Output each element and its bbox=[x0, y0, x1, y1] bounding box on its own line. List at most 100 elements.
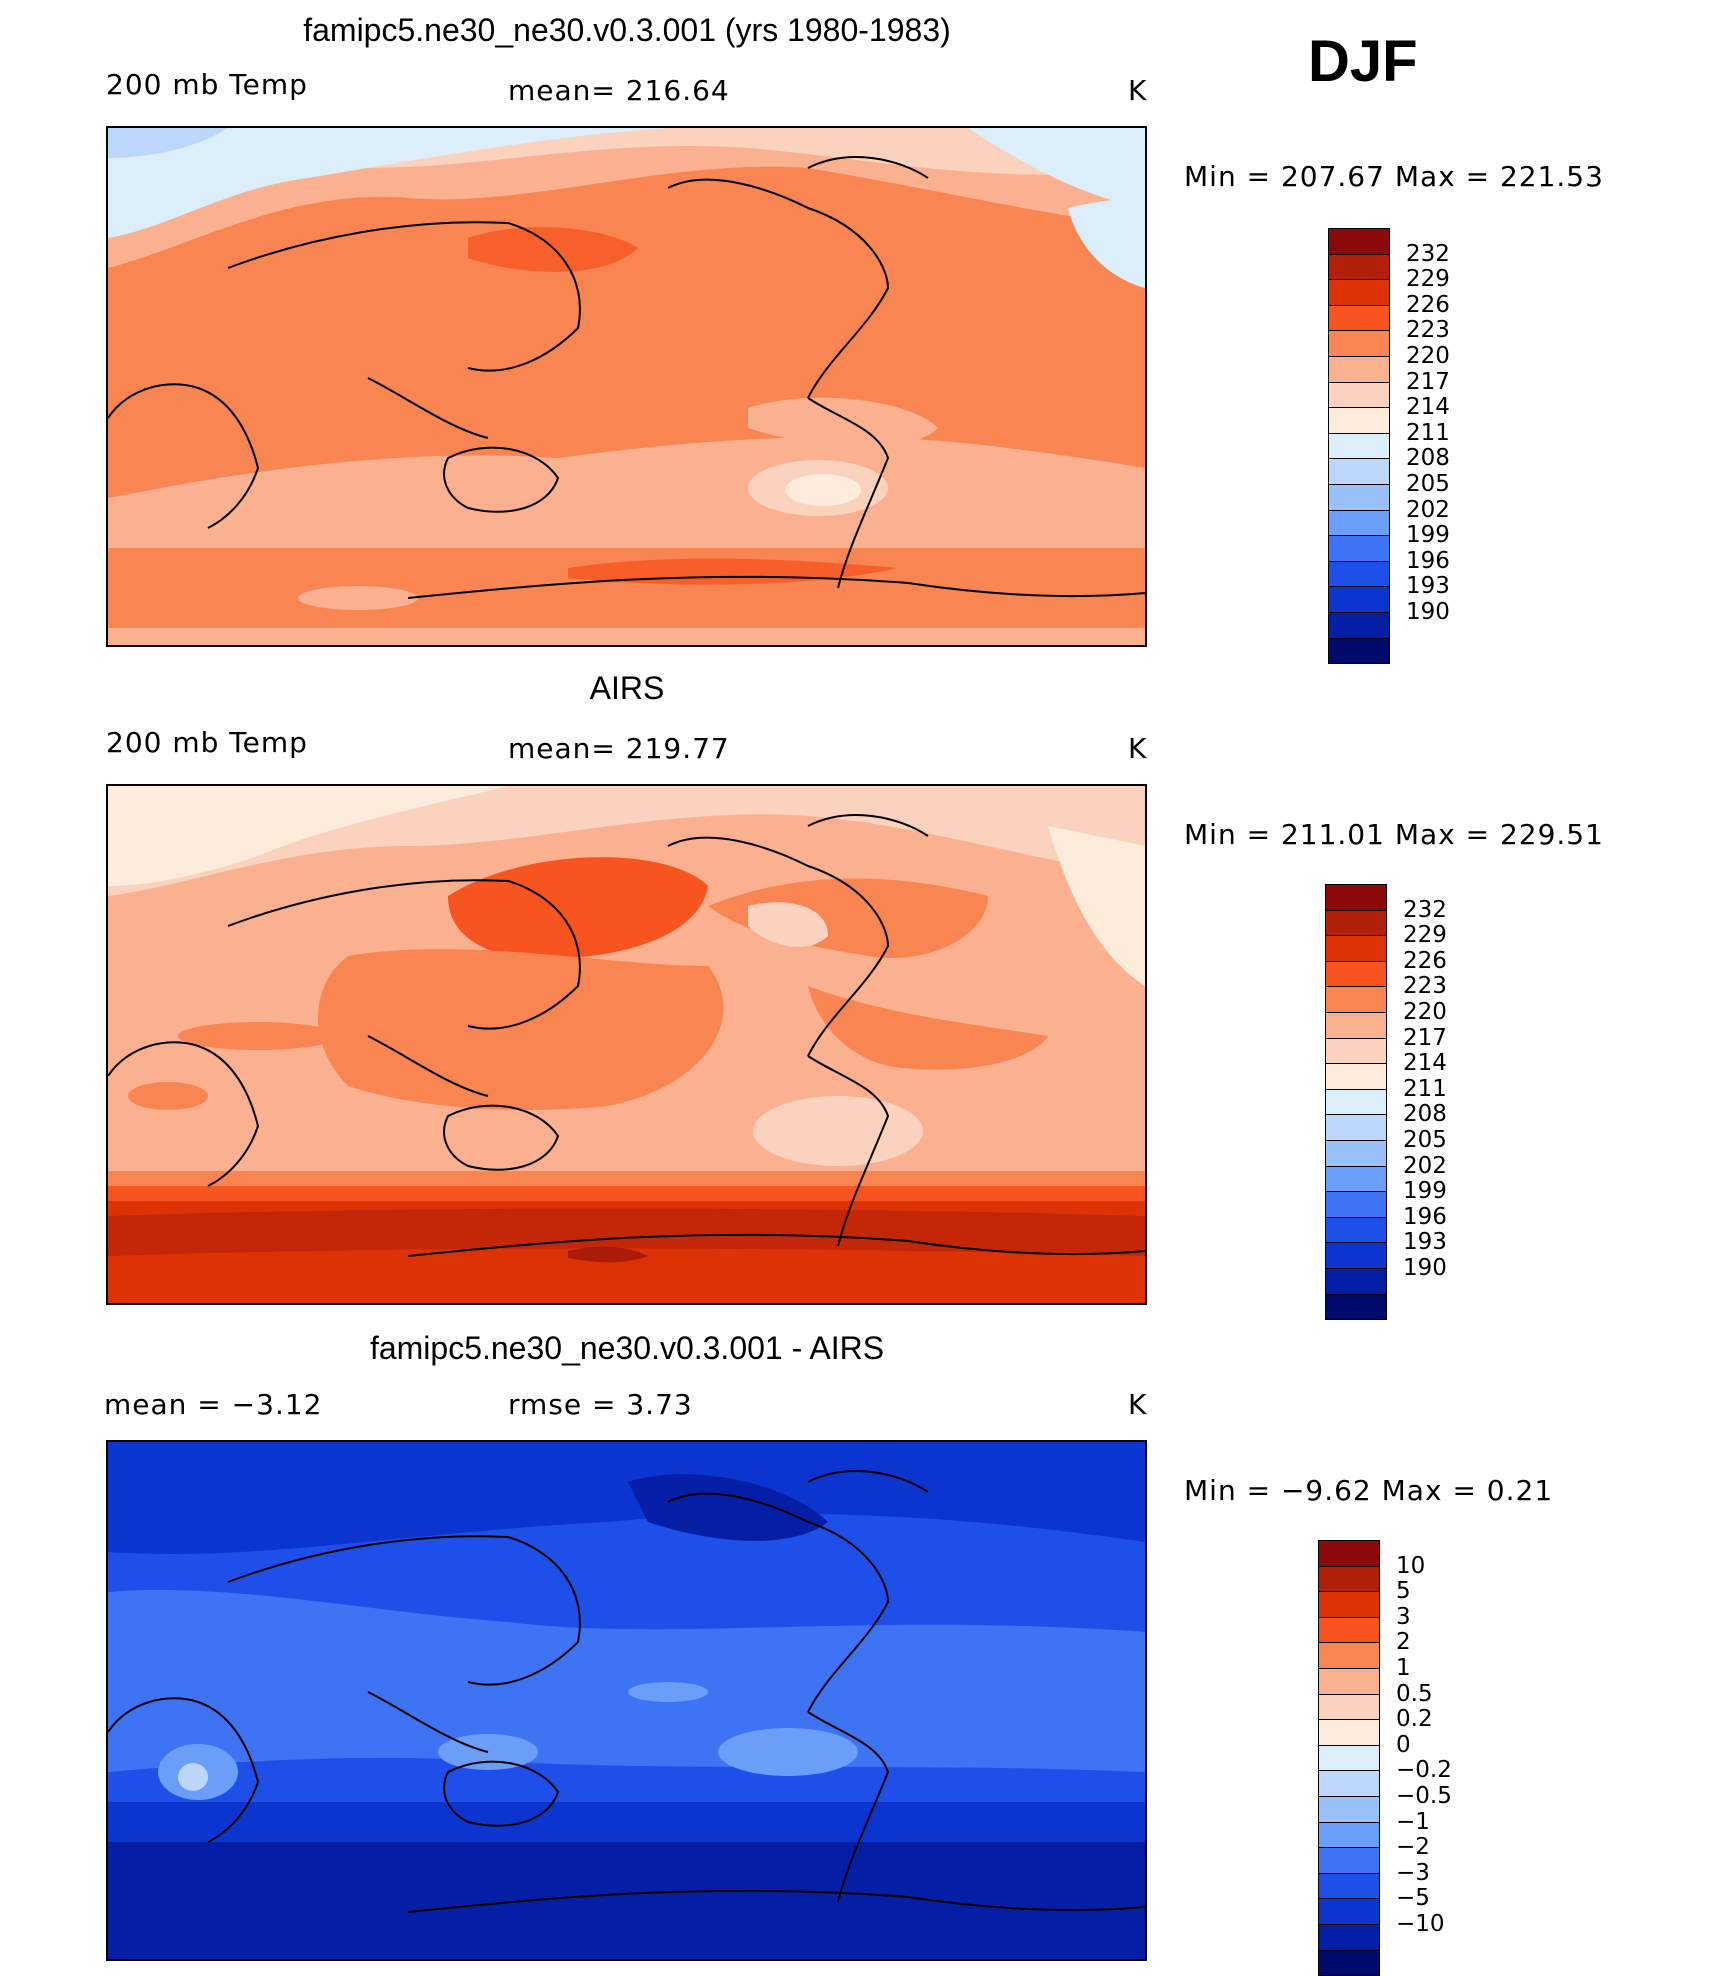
colorbar-tick-label: 223 bbox=[1403, 973, 1447, 1000]
colorbar-swatch bbox=[1318, 1924, 1380, 1951]
colorbar-swatch bbox=[1328, 356, 1390, 383]
colorbar-tick-label: 5 bbox=[1396, 1578, 1411, 1605]
colorbar-tick-label: 193 bbox=[1406, 573, 1450, 600]
colorbar-swatch bbox=[1325, 960, 1387, 988]
panel2-units-label: K bbox=[1128, 732, 1148, 765]
colorbar-tick-label: −3 bbox=[1396, 1859, 1430, 1886]
colorbar-swatch bbox=[1318, 1898, 1380, 1925]
colorbar-tick-label: 202 bbox=[1406, 496, 1450, 523]
colorbar-swatch bbox=[1325, 1037, 1387, 1065]
panel1-mean-label: mean= 216.64 bbox=[508, 74, 730, 107]
panel1-title: famipc5.ne30_ne30.v0.3.001 (yrs 1980-198… bbox=[303, 12, 951, 48]
colorbar-tick-label: −0.5 bbox=[1396, 1783, 1452, 1809]
colorbar-tick-label: 202 bbox=[1403, 1152, 1447, 1179]
colorbar-tick-label: 214 bbox=[1403, 1050, 1447, 1077]
colorbar-swatch bbox=[1325, 1165, 1387, 1193]
panel1-minmax-label: Min = 207.67 Max = 221.53 bbox=[1184, 160, 1604, 193]
colorbar-tick-label: 223 bbox=[1406, 317, 1450, 344]
colorbar-tick-label: 214 bbox=[1406, 394, 1450, 421]
colorbar-swatch bbox=[1318, 1565, 1380, 1593]
panel2-minmax-label: Min = 211.01 Max = 229.51 bbox=[1184, 818, 1604, 851]
colorbar-swatch bbox=[1325, 884, 1387, 911]
colorbar-swatch bbox=[1325, 1268, 1387, 1295]
panel1-map bbox=[106, 126, 1147, 647]
colorbar-swatch bbox=[1325, 1140, 1387, 1167]
colorbar-tick-label: −10 bbox=[1396, 1911, 1445, 1937]
panel1-contour-plot bbox=[108, 128, 1145, 645]
colorbar-swatch bbox=[1328, 432, 1390, 460]
colorbar-tick-label: 1 bbox=[1396, 1655, 1411, 1681]
colorbar-swatch bbox=[1328, 279, 1390, 306]
colorbar-tick-label: 226 bbox=[1403, 947, 1447, 974]
colorbar-tick-label: 205 bbox=[1403, 1127, 1447, 1153]
colorbar-tick-label: 0.5 bbox=[1396, 1680, 1433, 1707]
panel2-title: AIRS bbox=[589, 670, 665, 706]
colorbar-tick-label: 10 bbox=[1396, 1552, 1426, 1579]
colorbar-swatch bbox=[1318, 1847, 1380, 1874]
colorbar-swatch bbox=[1318, 1693, 1380, 1721]
colorbar-swatch bbox=[1318, 1796, 1380, 1823]
colorbar-tick-label: 199 bbox=[1403, 1178, 1447, 1205]
colorbar-swatch bbox=[1318, 1540, 1380, 1567]
colorbar-swatch bbox=[1318, 1821, 1380, 1849]
colorbar-tick-label: 217 bbox=[1403, 1024, 1447, 1051]
colorbar-swatch bbox=[1318, 1770, 1380, 1797]
panel3-mean-label: mean = −3.12 bbox=[104, 1388, 323, 1421]
panel3-band-north bbox=[108, 1442, 1145, 1555]
colorbar-swatch bbox=[1325, 935, 1387, 962]
panel1-band-arctic bbox=[108, 128, 668, 238]
colorbar-swatch bbox=[1318, 1668, 1380, 1695]
colorbar-swatch bbox=[1325, 1216, 1387, 1244]
panel2-mean-label: mean= 219.77 bbox=[508, 732, 730, 765]
colorbar-swatch bbox=[1328, 407, 1390, 434]
panel2-variable-label: 200 mb Temp bbox=[106, 726, 308, 759]
colorbar-swatch bbox=[1325, 1114, 1387, 1141]
colorbar-tick-label: 205 bbox=[1406, 471, 1450, 497]
panel3-minmax-label: Min = −9.62 Max = 0.21 bbox=[1184, 1474, 1554, 1507]
colorbar-swatch bbox=[1328, 612, 1390, 639]
colorbar-tick-label: −1 bbox=[1396, 1808, 1430, 1835]
colorbar-tick-label: 0.2 bbox=[1396, 1706, 1433, 1733]
colorbar-swatch bbox=[1318, 1872, 1380, 1900]
panel3-contour-plot bbox=[108, 1442, 1145, 1959]
colorbar-swatch bbox=[1328, 637, 1390, 665]
colorbar-tick-label: 193 bbox=[1403, 1229, 1447, 1256]
colorbar-tick-label: 0 bbox=[1396, 1731, 1411, 1758]
panel1-units-label: K bbox=[1128, 74, 1148, 107]
colorbar-tick-label: 208 bbox=[1403, 1101, 1447, 1128]
colorbar-swatch bbox=[1325, 986, 1387, 1013]
colorbar-swatch bbox=[1328, 535, 1390, 562]
colorbar-swatch bbox=[1318, 1591, 1380, 1618]
colorbar-swatch bbox=[1328, 560, 1390, 588]
colorbar-swatch bbox=[1328, 228, 1390, 255]
colorbar-tick-label: 229 bbox=[1406, 266, 1450, 293]
colorbar-tick-label: 208 bbox=[1406, 445, 1450, 472]
colorbar-swatch bbox=[1325, 1088, 1387, 1116]
colorbar-tick-label: 217 bbox=[1406, 368, 1450, 395]
panel2-map bbox=[106, 784, 1147, 1305]
colorbar-swatch bbox=[1325, 909, 1387, 937]
panel3-map bbox=[106, 1440, 1147, 1961]
colorbar-tick-label: 211 bbox=[1406, 419, 1450, 446]
colorbar-tick-label: 211 bbox=[1403, 1075, 1447, 1102]
colorbar-swatch bbox=[1325, 1191, 1387, 1218]
season-label: DJF bbox=[1308, 29, 1418, 94]
colorbar-swatch bbox=[1318, 1642, 1380, 1669]
colorbar-swatch bbox=[1318, 1744, 1380, 1772]
colorbar-tick-label: 196 bbox=[1403, 1203, 1447, 1230]
colorbar-tick-label: −2 bbox=[1396, 1834, 1430, 1861]
colorbar-swatch bbox=[1328, 304, 1390, 332]
panel2-contour-plot bbox=[108, 786, 1145, 1303]
colorbar-swatch bbox=[1325, 1293, 1387, 1321]
colorbar-swatch bbox=[1325, 1012, 1387, 1039]
colorbar-tick-label: 226 bbox=[1406, 291, 1450, 318]
colorbar-swatch bbox=[1328, 381, 1390, 409]
colorbar-swatch bbox=[1328, 330, 1390, 357]
colorbar-swatch bbox=[1328, 253, 1390, 281]
colorbar-swatch bbox=[1328, 509, 1390, 537]
panel3-title: famipc5.ne30_ne30.v0.3.001 - AIRS bbox=[369, 1330, 885, 1366]
colorbar-tick-label: 229 bbox=[1403, 922, 1447, 949]
panel1-variable-label: 200 mb Temp bbox=[106, 68, 308, 101]
colorbar-tick-label: −5 bbox=[1396, 1885, 1430, 1912]
colorbar-tick-label: 220 bbox=[1406, 343, 1450, 369]
